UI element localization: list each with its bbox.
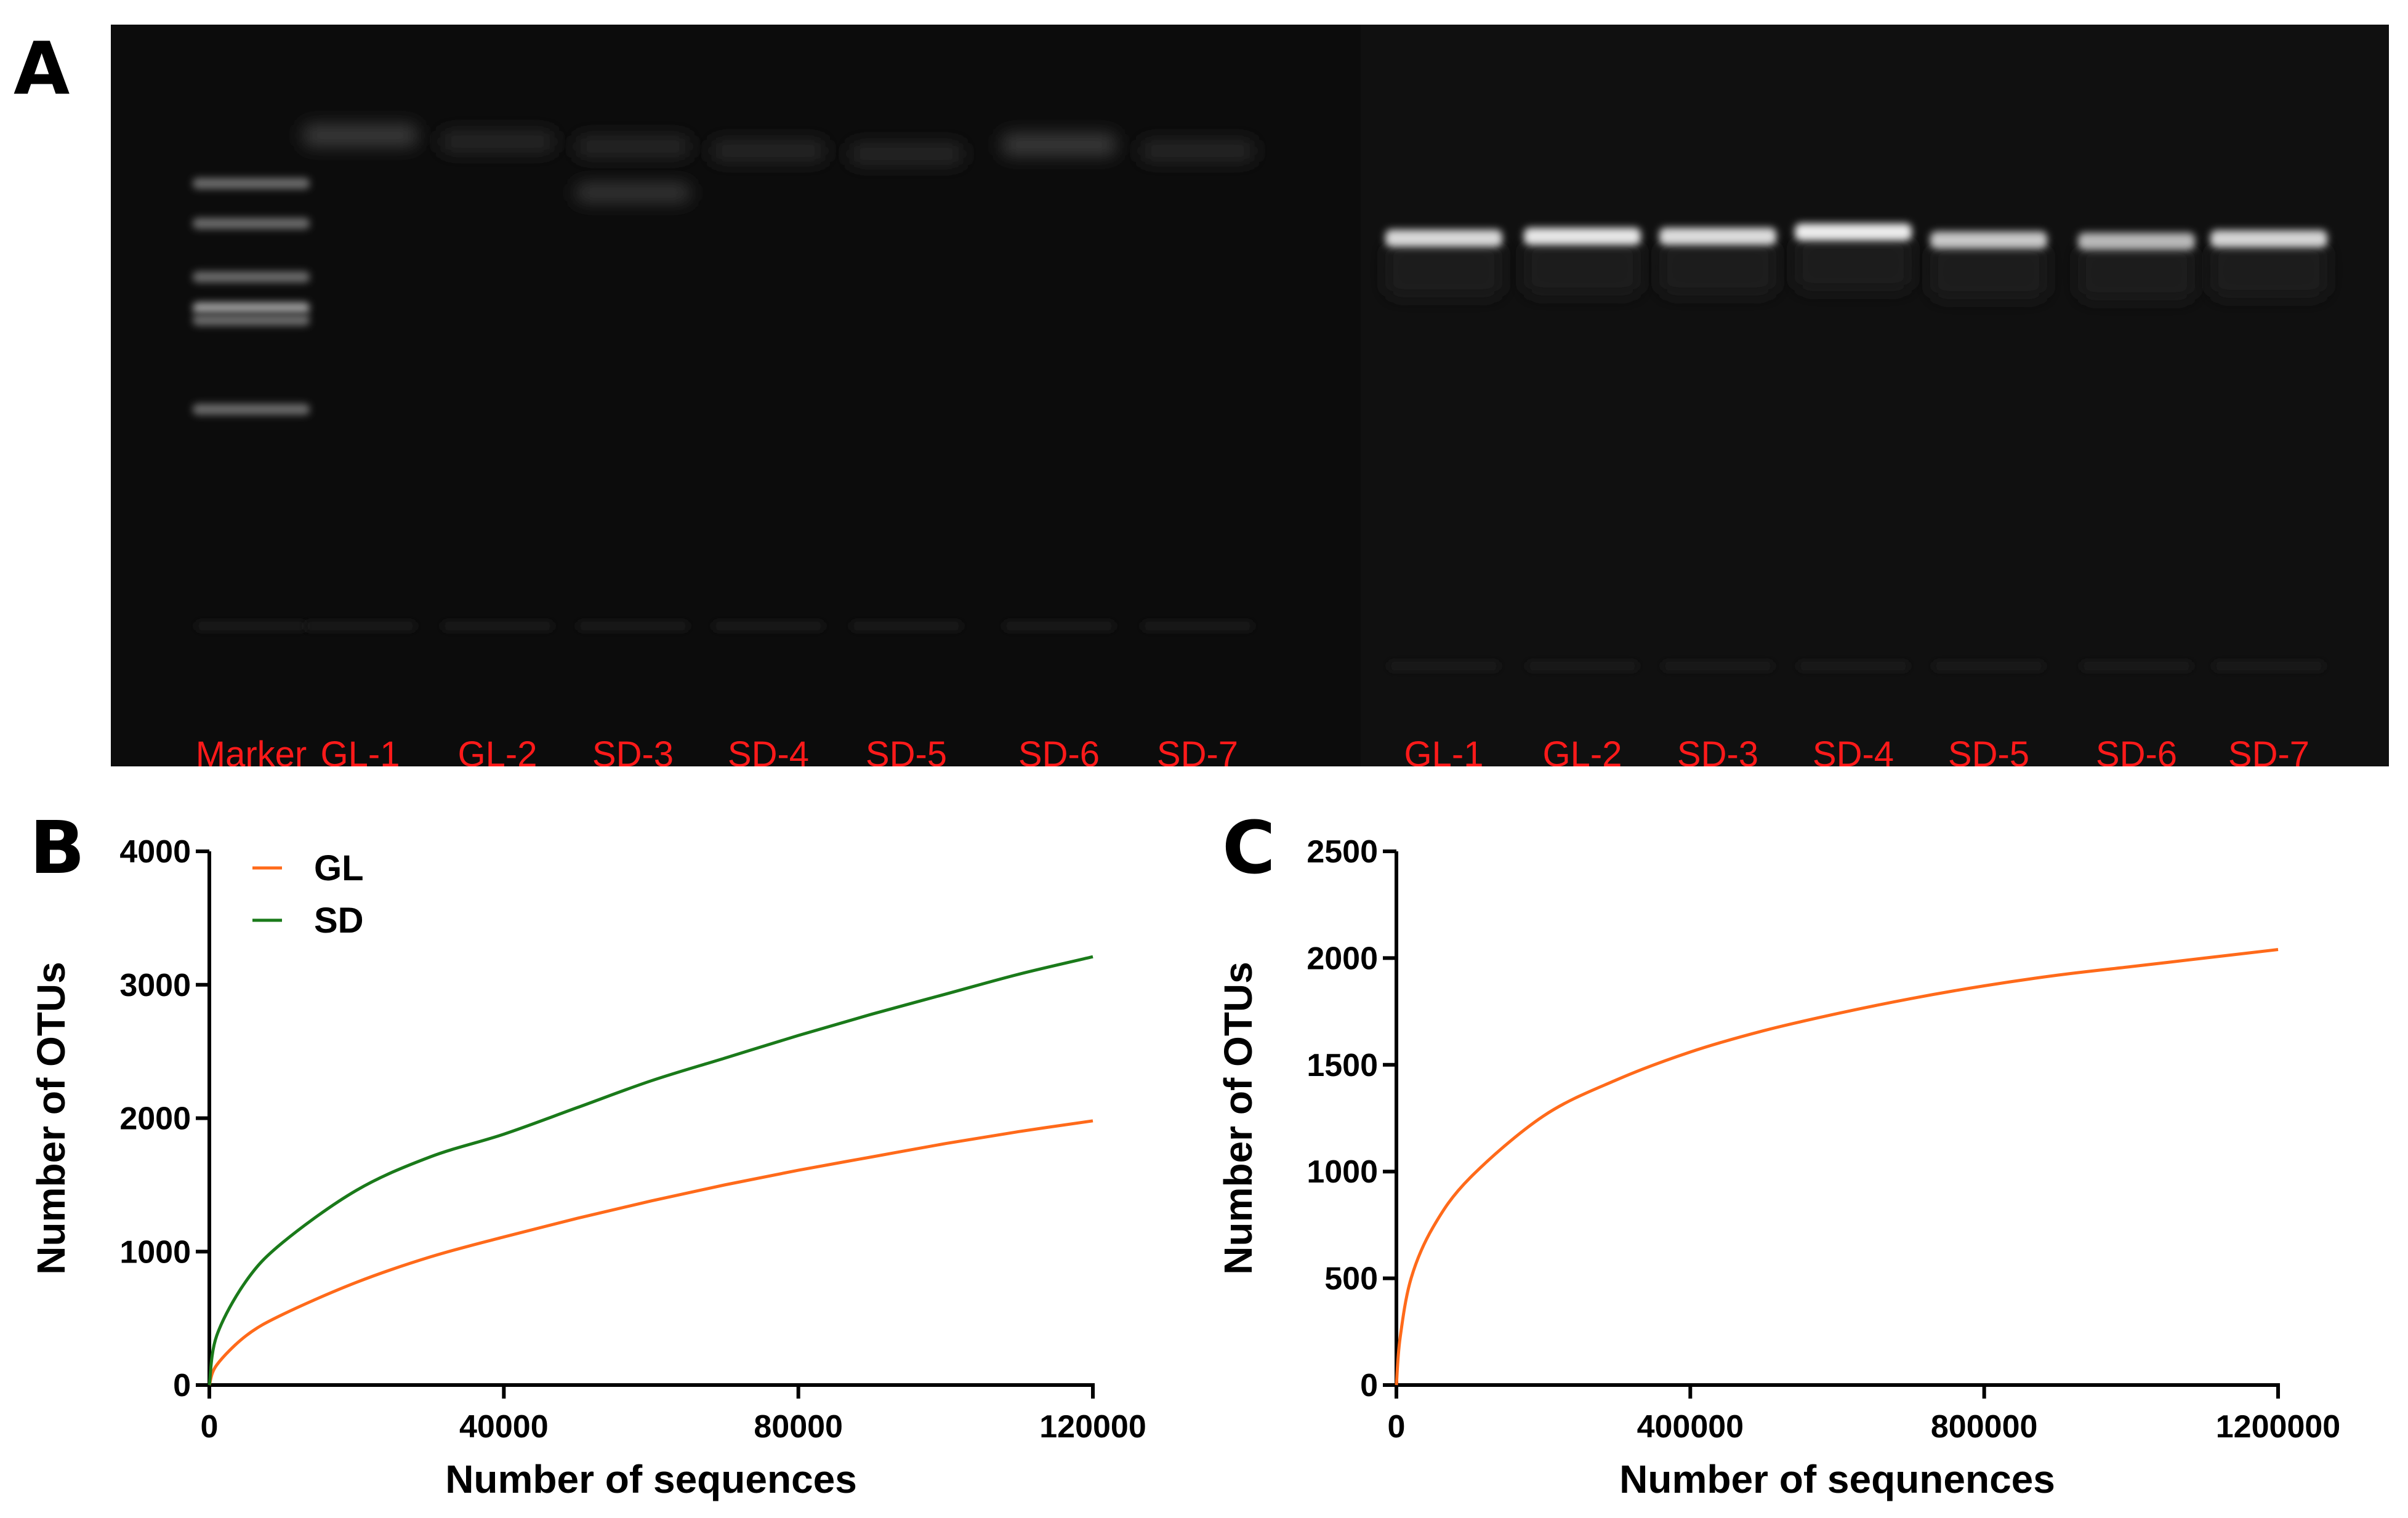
lane-label: SD-5: [865, 734, 948, 766]
primer-band: [1004, 622, 1114, 630]
marker-band: [193, 271, 310, 283]
band-smear: [2078, 245, 2195, 300]
gel-right-region: [1361, 25, 2389, 766]
y-axis-title: Number of OTUs: [29, 962, 73, 1274]
y-tick-label: 2000: [119, 1101, 191, 1137]
marker-band: [193, 302, 310, 313]
y-axis-title: Number of OTUs: [1216, 962, 1260, 1274]
panel-label-c: C: [1222, 805, 1276, 890]
primer-band: [1388, 662, 1499, 670]
pcr-band: [1795, 223, 1912, 241]
genomic-band: [1140, 140, 1255, 162]
genomic-band: [711, 140, 826, 162]
primer-band: [1527, 662, 1638, 670]
primer-band: [196, 622, 307, 630]
pcr-band: [1930, 231, 2047, 249]
lane-label: GL-1: [320, 734, 400, 766]
pcr-band: [1659, 228, 1776, 245]
lane-label: GL-2: [1542, 734, 1622, 766]
y-tick-label: 3000: [119, 968, 191, 1003]
marker-band: [193, 218, 310, 229]
x-axis-title: Number of sequences: [445, 1457, 857, 1501]
series-line-gl: [207, 1119, 1093, 1386]
band-smear: [1930, 244, 2047, 299]
x-tick-label: 0: [1388, 1409, 1406, 1445]
primer-band: [1142, 622, 1253, 630]
pcr-band: [2078, 233, 2195, 250]
lane-label: SD-6: [1018, 734, 1100, 766]
panel-label-a: A: [14, 26, 70, 111]
lane-label: GL-1: [1404, 734, 1484, 766]
series-line-sd: [207, 955, 1093, 1386]
y-tick-label: 1500: [1307, 1048, 1378, 1083]
lane-label: Marker: [195, 734, 307, 766]
lane-label: SD-7: [1156, 734, 1239, 766]
series-line-otus: [1395, 948, 2279, 1386]
primer-band: [442, 622, 553, 630]
band-smear: [1795, 236, 1912, 291]
primer-band: [2213, 662, 2324, 670]
primer-band: [1798, 662, 1909, 670]
lane-label: GL-2: [457, 734, 538, 766]
lane-label: SD-5: [1947, 734, 2030, 766]
x-tick-label: 400000: [1637, 1409, 1744, 1445]
pcr-band: [1385, 230, 1502, 247]
lane-label: SD-3: [1677, 734, 1759, 766]
pcr-band: [2210, 230, 2327, 247]
gel-bands: [193, 25, 2389, 766]
primer-band: [713, 622, 824, 630]
legend-label-sd: SD: [314, 901, 364, 941]
primer-band: [2081, 662, 2192, 670]
primer-band: [1933, 662, 2044, 670]
lane-label: SD-3: [592, 734, 674, 766]
band-smear: [1385, 242, 1502, 297]
genomic-band: [1002, 134, 1116, 156]
x-tick-label: 0: [201, 1409, 219, 1445]
primer-band: [305, 622, 416, 630]
y-tick-label: 2500: [1307, 834, 1378, 870]
genomic-band: [303, 124, 417, 147]
genomic-band: [849, 143, 964, 165]
x-tick-label: 1200000: [2216, 1409, 2340, 1445]
x-tick-label: 40000: [459, 1409, 549, 1445]
y-tick-label: 2000: [1307, 941, 1378, 976]
y-tick-label: 1000: [1307, 1154, 1378, 1190]
y-tick-label: 0: [173, 1368, 191, 1404]
band-smear: [1524, 240, 1641, 295]
y-tick-label: 4000: [119, 834, 191, 870]
primer-band: [851, 622, 962, 630]
marker-band: [193, 315, 310, 326]
x-axis-title: Number of sequnences: [1619, 1457, 2055, 1501]
legend-label-gl: GL: [314, 848, 364, 888]
lane-label: SD-4: [727, 734, 810, 766]
gel-image: Marker GL-1 GL-2 SD-3 SD-4 SD-5 SD-6 SD-7 GL-1 GL…: [111, 25, 2389, 766]
panel-label-b: B: [30, 805, 85, 890]
x-tick-label: 120000: [1039, 1409, 1146, 1445]
lane-label: SD-7: [2228, 734, 2310, 766]
primer-band: [1662, 662, 1773, 670]
x-tick-label: 800000: [1931, 1409, 2038, 1445]
lane-label: SD-4: [1812, 734, 1895, 766]
band-smear: [2210, 243, 2327, 298]
y-tick-label: 0: [1360, 1368, 1378, 1404]
band-smear: [1659, 240, 1776, 295]
y-tick-label: 1000: [119, 1234, 191, 1270]
marker-band: [193, 178, 310, 189]
lane-label: SD-6: [2095, 734, 2178, 766]
genomic-band: [440, 131, 555, 153]
genomic-band: [576, 135, 690, 158]
primer-band: [578, 622, 688, 630]
marker-band: [193, 404, 310, 415]
genomic-band: [576, 183, 690, 202]
y-tick-label: 500: [1324, 1261, 1378, 1297]
x-tick-label: 80000: [754, 1409, 843, 1445]
pcr-band: [1524, 228, 1641, 245]
